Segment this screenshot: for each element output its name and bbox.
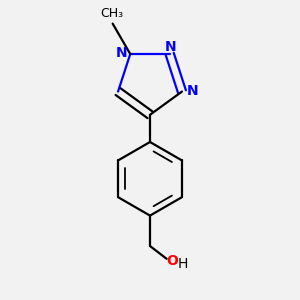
Text: N: N <box>165 40 177 54</box>
Text: H: H <box>178 257 188 271</box>
Text: O: O <box>167 254 178 268</box>
Text: CH₃: CH₃ <box>100 8 123 20</box>
Text: N: N <box>186 84 198 98</box>
Text: N: N <box>116 46 127 60</box>
